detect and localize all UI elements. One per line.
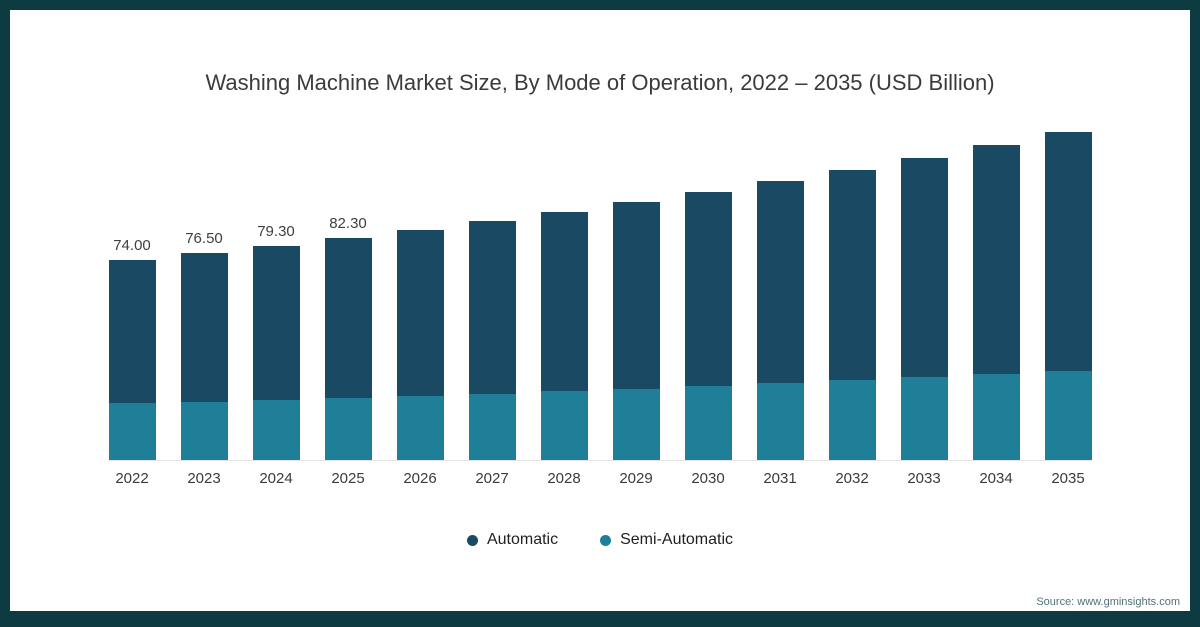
bar-segment-semi-automatic: [900, 377, 948, 460]
bar-segment-semi-automatic: [828, 380, 876, 460]
bar-segment-semi-automatic: [1044, 370, 1092, 460]
bar-segment-automatic: [756, 180, 804, 384]
bar-segment-semi-automatic: [972, 374, 1020, 460]
bar-group-2034: [972, 144, 1020, 460]
chart-canvas: Washing Machine Market Size, By Mode of …: [10, 10, 1190, 611]
bar-segment-semi-automatic: [180, 401, 228, 460]
bar-group-2025: 82.30: [324, 214, 372, 460]
bar-segment-semi-automatic: [468, 393, 516, 460]
bar-segment-automatic: [396, 229, 444, 396]
bar-segment-automatic: [828, 169, 876, 381]
bar-segment-semi-automatic: [108, 403, 156, 460]
bar-segment-semi-automatic: [396, 395, 444, 460]
legend-label-automatic: Automatic: [486, 531, 559, 548]
x-axis-label: 2028: [547, 470, 581, 487]
legend-dot-automatic-icon: [466, 534, 478, 546]
x-axis-label: 2023: [187, 470, 221, 487]
bar-group-2029: [612, 201, 660, 460]
legend-item-semi-automatic: Semi-Automatic: [600, 531, 733, 549]
bar-group-2028: [540, 211, 588, 460]
bar-value-label: 82.30: [329, 214, 367, 232]
x-axis-label: 2025: [331, 470, 365, 487]
bar-group-2033: [900, 157, 948, 460]
bar-segment-semi-automatic: [756, 383, 804, 460]
bar-segment-automatic: [900, 157, 948, 378]
legend-item-automatic: Automatic: [466, 531, 559, 549]
bar-group-2026: [396, 229, 444, 460]
chart-title: Washing Machine Market Size, By Mode of …: [205, 70, 995, 95]
stacked-bar-chart: 74.00 76.50 79.30 82.30 2022 2023 2024 2025 202…: [10, 98, 1190, 487]
x-axis-label: 2034: [979, 470, 1013, 487]
bar-group-2030: [684, 191, 732, 460]
x-axis-label: 2032: [835, 470, 869, 487]
bar-group-2032: [828, 169, 876, 460]
legend-label-semi-automatic: Semi-Automatic: [620, 531, 734, 548]
bar-segment-automatic: [1044, 131, 1092, 371]
bar-segment-automatic: [180, 253, 228, 402]
x-axis: 2022 2023 2024 2025 2026 2027 2028 2029 2030 2031…: [109, 470, 1092, 487]
bar-segment-automatic: [972, 144, 1020, 375]
bar-group-2035: [1044, 131, 1092, 460]
bar-segment-semi-automatic: [324, 397, 372, 460]
x-axis-label: 2024: [259, 470, 293, 487]
x-axis-label: 2022: [115, 470, 149, 487]
bar-group-2031: [756, 180, 804, 460]
bar-segment-semi-automatic: [540, 391, 588, 460]
bar-segment-automatic: [540, 211, 588, 392]
legend-dot-semi-automatic-icon: [600, 534, 612, 546]
bar-segment-automatic: [108, 260, 156, 404]
bar-segment-automatic: [612, 201, 660, 389]
bar-group-2024: 79.30: [252, 222, 300, 460]
bar-segment-automatic: [684, 191, 732, 387]
bar-group-2023: 76.50: [180, 230, 228, 460]
x-axis-label: 2029: [619, 470, 653, 487]
source-attribution: Source: www.gminsights.com: [1036, 596, 1180, 608]
x-axis-label: 2030: [691, 470, 725, 487]
chart-legend: Automatic Semi-Automatic: [10, 531, 1190, 549]
bar-segment-automatic: [468, 220, 516, 394]
bar-segment-semi-automatic: [684, 386, 732, 460]
bar-segment-semi-automatic: [612, 388, 660, 460]
bar-group-2027: [468, 220, 516, 460]
bar-group-2022: 74.00: [108, 237, 156, 460]
x-axis-label: 2033: [907, 470, 941, 487]
bar-segment-automatic: [252, 245, 300, 400]
bar-value-label: 76.50: [185, 230, 223, 248]
x-axis-label: 2027: [475, 470, 509, 487]
x-axis-label: 2026: [403, 470, 437, 487]
bars-plot-area: 74.00 76.50 79.30 82.30: [108, 98, 1092, 461]
x-axis-label: 2035: [1051, 470, 1085, 487]
x-axis-label: 2031: [763, 470, 797, 487]
bar-segment-semi-automatic: [252, 399, 300, 460]
bar-segment-automatic: [324, 237, 372, 398]
bar-value-label: 74.00: [113, 237, 151, 255]
bar-value-label: 79.30: [257, 222, 295, 240]
